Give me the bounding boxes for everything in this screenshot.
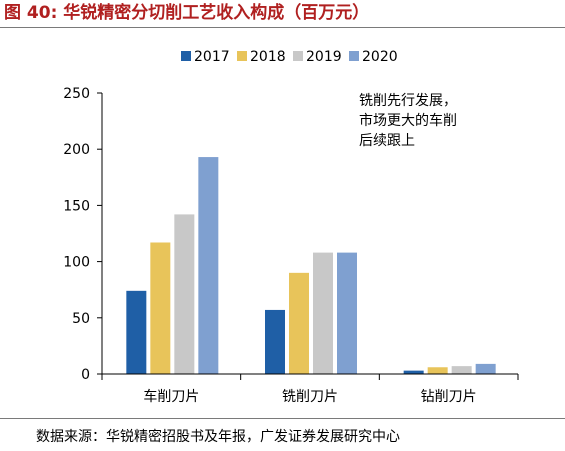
- bar-2019-1: [174, 214, 195, 374]
- category-label: 车削刀片: [143, 388, 199, 405]
- legend-swatch: [237, 51, 247, 61]
- legend-label: 2017: [194, 49, 230, 65]
- y-tick-label: 0: [81, 367, 90, 383]
- x-axis: 车削刀片 铣削刀片 钻削刀片: [101, 373, 519, 405]
- y-axis: 0 50 100 150 200 250: [63, 86, 103, 383]
- bar-2018-1: [150, 242, 171, 374]
- annotation-line: 铣削先行发展，: [359, 93, 457, 109]
- bar-2020-2: [337, 252, 357, 374]
- title-divider: [0, 27, 565, 28]
- source-note: 数据来源：华锐精密招股书及年报，广发证券发展研究中心: [36, 429, 400, 445]
- legend-label: 2019: [306, 49, 342, 65]
- chart-bars: [126, 157, 496, 374]
- legend-swatch: [293, 51, 303, 61]
- legend-swatch: [181, 51, 191, 61]
- y-tick-label: 250: [63, 86, 90, 102]
- bar-2017-3: [403, 370, 424, 374]
- legend-swatch: [349, 51, 359, 61]
- chart-legend: 2017 2018 2019 2020: [181, 49, 398, 65]
- bar-2019-3: [451, 366, 472, 374]
- bar-2020-1: [198, 157, 219, 374]
- bar-2017-1: [126, 290, 147, 374]
- annotation-line: 后续跟上: [359, 132, 415, 149]
- bar-2019-2: [313, 252, 333, 374]
- figure-title: 图 40: 华锐精密分切削工艺收入构成（百万元）: [4, 3, 370, 23]
- y-tick-label: 50: [72, 311, 90, 327]
- annotation-line: 市场更大的车削: [359, 112, 457, 129]
- legend-label: 2018: [250, 49, 286, 65]
- legend-label: 2020: [362, 49, 398, 65]
- footer-divider: [0, 418, 565, 419]
- y-tick-label: 150: [63, 198, 90, 214]
- category-label: 钻削刀片: [421, 389, 477, 405]
- bar-2018-3: [427, 367, 448, 374]
- bar-2020-3: [475, 363, 496, 374]
- y-tick-label: 100: [63, 255, 90, 271]
- bar-2018-2: [289, 272, 309, 374]
- y-tick-label: 200: [63, 142, 90, 158]
- category-label: 铣削刀片: [282, 389, 338, 405]
- bar-2017-2: [265, 309, 285, 374]
